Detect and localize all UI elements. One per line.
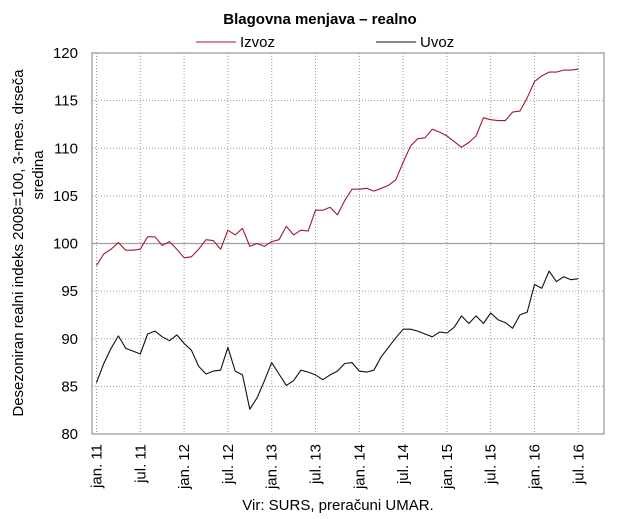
chart-title: Blagovna menjava – realno — [223, 11, 416, 28]
y-axis-label: Desezoniran realni indeks 2008=100, 3-me… — [10, 69, 47, 417]
x-tick-label-jan-12: jan. 12 — [176, 444, 193, 490]
x-tick-label-jan-16: jan. 16 — [527, 444, 544, 490]
x-tick-label-jan-11: jan. 11 — [89, 444, 106, 489]
legend: Izvoz Uvoz — [196, 34, 454, 51]
series-lines — [95, 68, 579, 410]
x-tick-label-jan-13: jan. 13 — [264, 444, 281, 490]
y-tick-label-95: 95 — [61, 283, 78, 300]
y-tick-label-80: 80 — [61, 426, 78, 443]
plot-area-frame — [91, 52, 605, 435]
series-line-uvoz — [95, 270, 579, 410]
x-tick-label-jan-15: jan. 15 — [439, 444, 456, 490]
y-tick-label-110: 110 — [54, 140, 78, 157]
x-tick-label-jul-11: jul. 11 — [132, 444, 149, 484]
x-axis-ticks: jan. 11 jul. 11 jan. 12 jul. 12 jan. 13 jul. … — [89, 444, 588, 490]
x-tick-label-jul-13: jul. 13 — [308, 444, 325, 485]
source-note: Vir: SURS, preračuni UMAR. — [242, 497, 433, 514]
legend-label-izvoz: Izvoz — [240, 34, 275, 51]
x-tick-label-jul-12: jul. 12 — [220, 444, 237, 485]
series-line-izvoz — [96, 68, 579, 266]
x-tick-label-jul-16: jul. 16 — [570, 444, 587, 485]
legend-label-uvoz: Uvoz — [420, 34, 454, 51]
x-tick-label-jul-15: jul. 15 — [483, 444, 500, 485]
x-tick-label-jul-14: jul. 14 — [395, 444, 412, 485]
y-tick-label-115: 115 — [54, 93, 78, 110]
y-tick-label-105: 105 — [53, 188, 78, 205]
y-tick-label-100: 100 — [53, 236, 78, 253]
x-tick-label-jan-14: jan. 14 — [351, 444, 368, 490]
y-tick-label-85: 85 — [61, 378, 78, 395]
y-tick-label-120: 120 — [53, 45, 78, 62]
y-tick-label-90: 90 — [61, 331, 78, 348]
y-axis-ticks: 80 85 90 95 100 105 110 115 120 — [53, 45, 78, 443]
